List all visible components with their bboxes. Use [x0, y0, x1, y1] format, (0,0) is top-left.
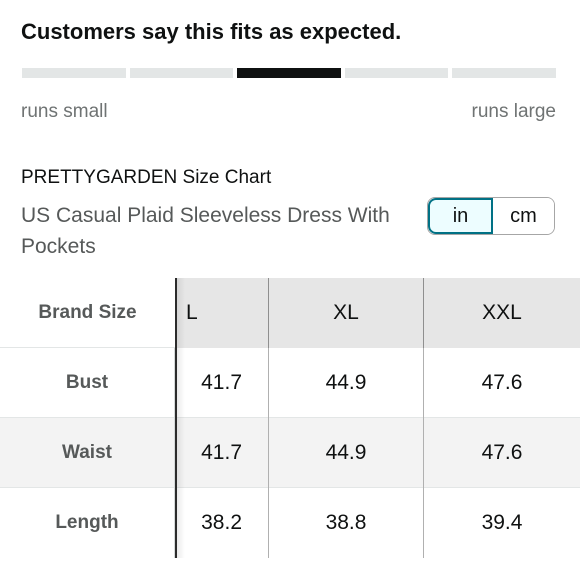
table-cell: 47.6 — [481, 371, 523, 394]
table-cell: 44.9 — [325, 441, 367, 464]
column-divider — [268, 418, 269, 488]
column-divider — [268, 348, 269, 418]
fit-summary-heading: Customers say this fits as expected. — [21, 19, 402, 44]
header-cells-scroll[interactable]: L XL XXL — [176, 278, 580, 348]
column-divider — [423, 418, 424, 488]
table-row-length: Length 38.2 38.8 39.4 — [0, 488, 580, 558]
unit-option-in[interactable]: in — [428, 198, 493, 234]
table-cell: 39.4 — [481, 511, 523, 534]
size-chart-title: PRETTYGARDEN Size Chart — [21, 167, 272, 188]
table-row-bust: Bust 41.7 44.9 47.6 — [0, 348, 580, 418]
row-label-bust: Bust — [0, 348, 175, 418]
column-divider — [423, 348, 424, 418]
fit-label-runs-small: runs small — [21, 101, 108, 122]
column-divider — [268, 278, 269, 348]
fit-segment-5 — [452, 68, 556, 78]
fit-scale-bar — [22, 68, 556, 78]
table-cell: 47.6 — [481, 441, 523, 464]
table-row-waist: Waist 41.7 44.9 47.6 — [0, 418, 580, 488]
scroll-shadow — [177, 278, 185, 558]
fit-segment-2 — [129, 68, 234, 78]
column-divider — [423, 278, 424, 348]
fit-segment-1 — [22, 68, 126, 78]
row-cells-scroll[interactable]: 38.2 38.8 39.4 — [176, 488, 580, 558]
column-divider — [423, 488, 424, 558]
row-label-length: Length — [0, 488, 175, 558]
column-header-xl: XL — [333, 301, 359, 324]
table-cell: 44.9 — [325, 371, 367, 394]
row-cells-scroll[interactable]: 41.7 44.9 47.6 — [176, 348, 580, 418]
column-divider — [268, 488, 269, 558]
brand-size-header: Brand Size — [38, 302, 137, 323]
product-name: US Casual Plaid Sleeveless Dress With Po… — [21, 204, 390, 258]
table-header-row: Brand Size L XL XXL — [0, 278, 580, 348]
table-cell: 38.8 — [325, 511, 367, 534]
column-header-xxl: XXL — [482, 301, 522, 324]
column-header-l: L — [186, 301, 198, 324]
table-cell: 41.7 — [201, 441, 242, 464]
unit-toggle: in cm — [427, 197, 555, 235]
row-cells-scroll[interactable]: 41.7 44.9 47.6 — [176, 418, 580, 488]
table-cell: 38.2 — [201, 511, 242, 534]
sticky-column-divider — [175, 278, 177, 558]
table-cell: 41.7 — [201, 371, 242, 394]
fit-segment-3-active — [237, 68, 341, 78]
row-label-waist: Waist — [0, 418, 175, 488]
unit-option-cm[interactable]: cm — [493, 198, 554, 234]
fit-label-runs-large: runs large — [471, 101, 557, 122]
size-chart-table[interactable]: Brand Size L XL XXL Bust 41.7 44.9 47.6 … — [0, 278, 580, 558]
fit-segment-4 — [344, 68, 449, 78]
